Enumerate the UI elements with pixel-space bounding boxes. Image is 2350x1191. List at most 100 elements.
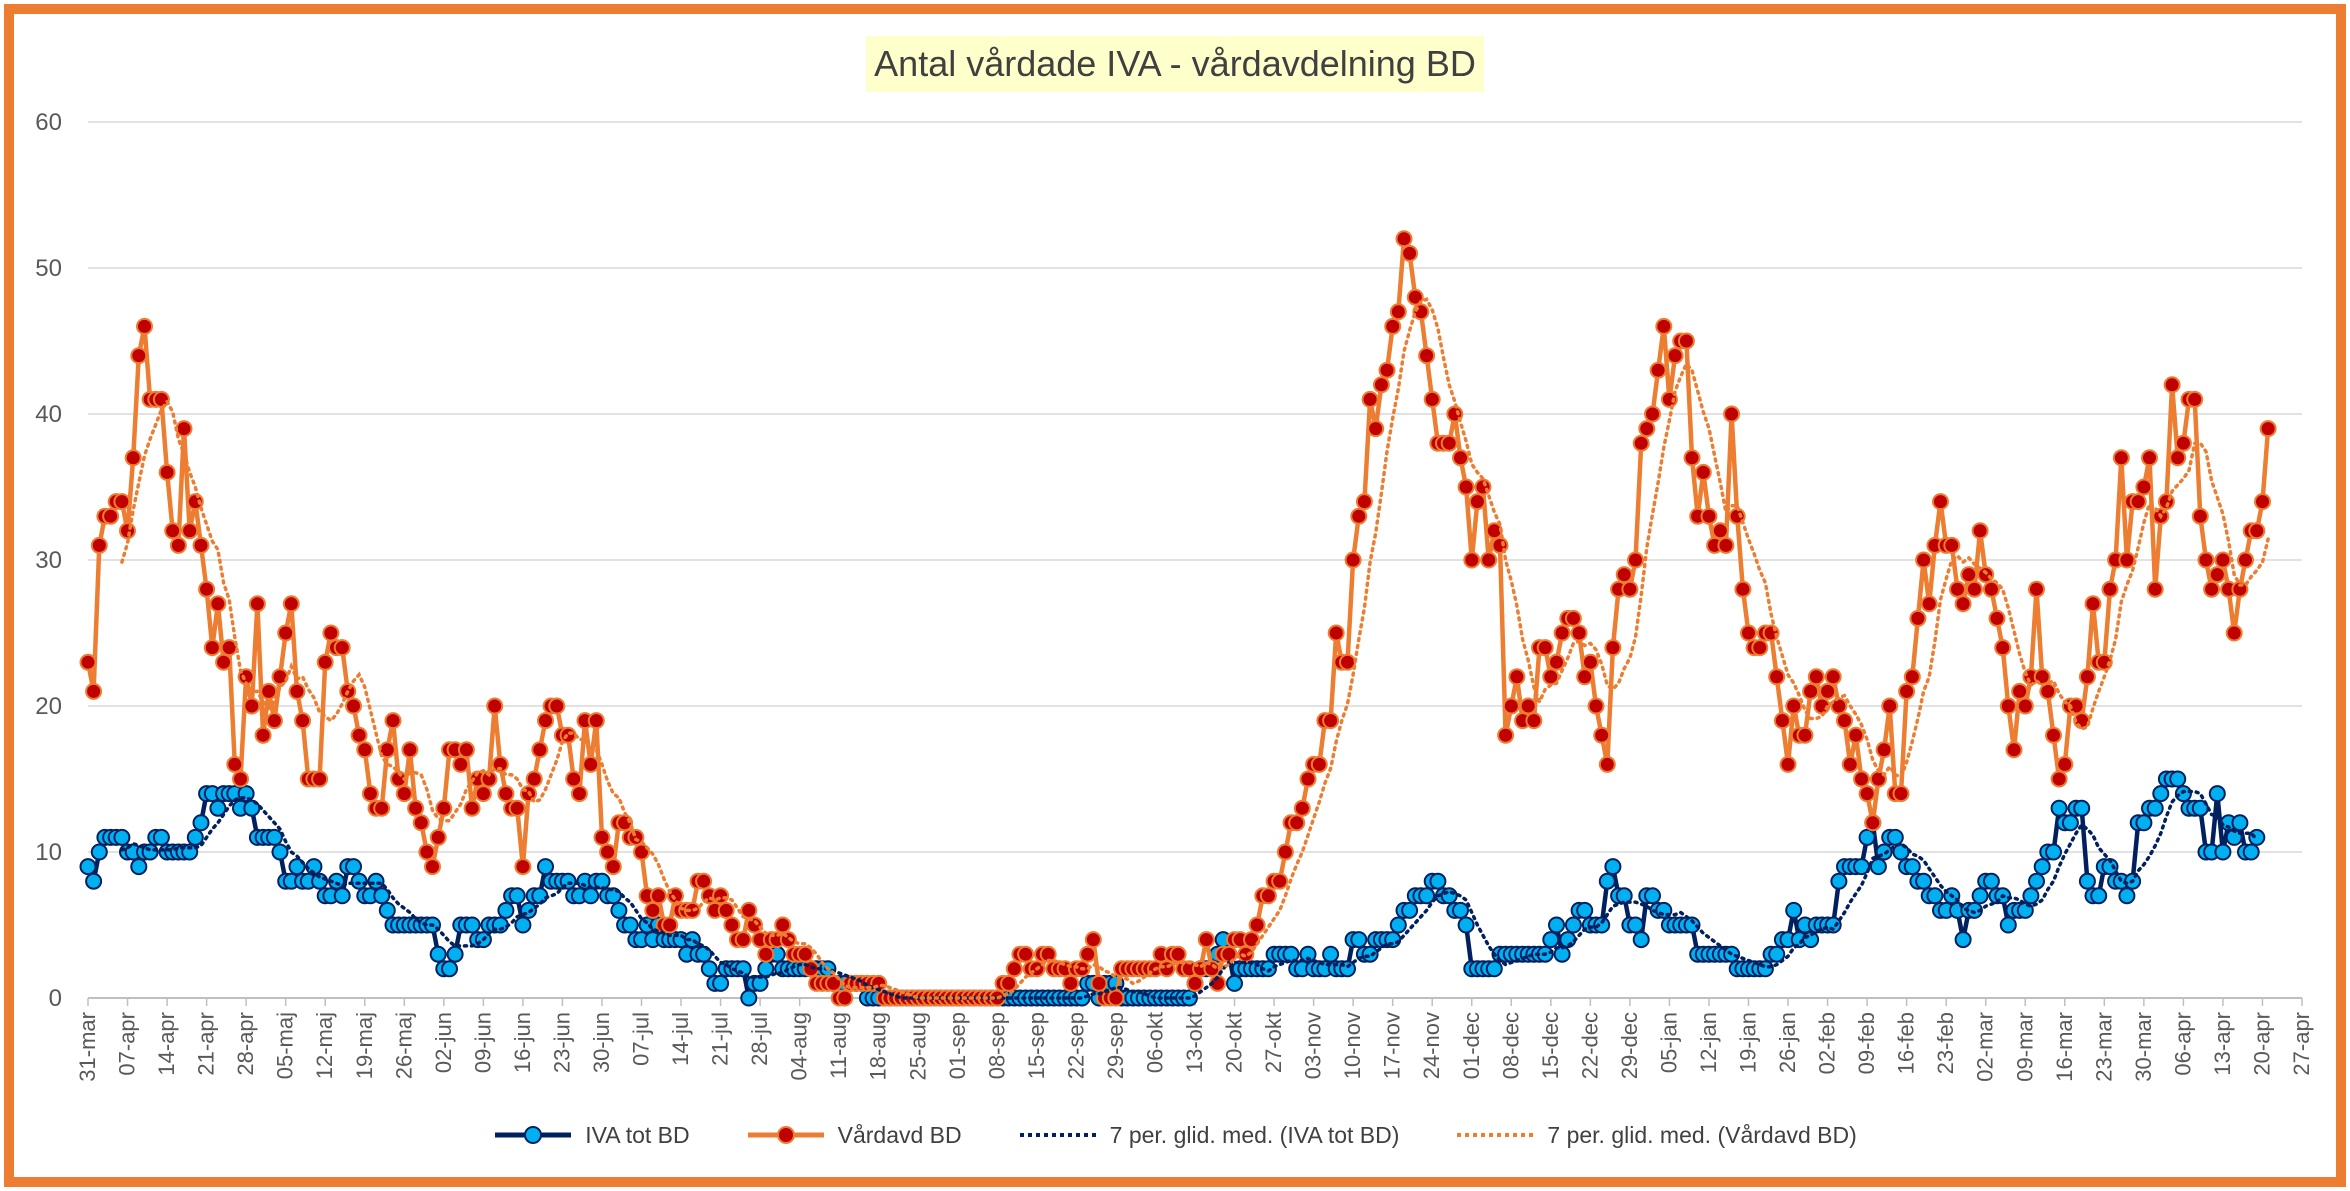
data-point xyxy=(565,770,583,788)
data-point xyxy=(610,901,628,919)
data-point xyxy=(1576,901,1594,919)
y-tick-label: 0 xyxy=(49,985,62,1012)
data-point xyxy=(723,916,741,934)
data-point xyxy=(1367,420,1385,438)
data-point xyxy=(1389,916,1407,934)
legend-item-iva-ma: 7 per. glid. med. (IVA tot BD) xyxy=(1018,1121,1400,1149)
data-point xyxy=(740,989,758,1007)
data-point xyxy=(1457,478,1475,496)
x-tick-label: 23-feb xyxy=(1933,1012,1958,1074)
data-point xyxy=(2197,551,2215,569)
data-point xyxy=(265,828,283,846)
data-point xyxy=(1632,434,1650,452)
data-point xyxy=(1898,682,1916,700)
data-point xyxy=(695,872,713,890)
x-tick-label: 15-dec xyxy=(1538,1012,1563,1079)
x-tick-label: 14-apr xyxy=(154,1012,179,1076)
data-point xyxy=(1655,317,1673,335)
data-point xyxy=(2214,551,2232,569)
moving-average-line xyxy=(120,297,2270,1000)
data-point xyxy=(316,653,334,671)
x-tick-label: 09-mar xyxy=(2012,1012,2037,1082)
data-point xyxy=(2163,376,2181,394)
data-point xyxy=(836,989,854,1007)
data-point xyxy=(1638,420,1656,438)
data-point xyxy=(2191,507,2209,525)
data-point xyxy=(2186,390,2204,408)
data-point xyxy=(1169,945,1187,963)
data-point xyxy=(2050,799,2068,817)
data-point xyxy=(1299,770,1317,788)
data-point xyxy=(1401,244,1419,262)
data-point xyxy=(1807,668,1825,686)
data-point xyxy=(1457,916,1475,934)
data-point xyxy=(604,858,622,876)
data-point xyxy=(593,828,611,846)
data-point xyxy=(1344,551,1362,569)
x-tick-label: 10-nov xyxy=(1340,1012,1365,1079)
data-point xyxy=(1982,872,2000,890)
data-point xyxy=(435,799,453,817)
data-point xyxy=(136,317,153,335)
data-point xyxy=(644,901,662,919)
data-point xyxy=(1598,755,1616,773)
data-point xyxy=(537,858,554,876)
data-point xyxy=(373,887,391,905)
data-point xyxy=(1548,653,1565,671)
data-point xyxy=(531,887,549,905)
data-point xyxy=(90,536,108,554)
data-point xyxy=(1508,668,1526,686)
data-point xyxy=(486,697,504,715)
data-point xyxy=(2011,682,2029,700)
data-point xyxy=(582,887,600,905)
data-point xyxy=(271,668,289,686)
data-point xyxy=(1909,609,1927,627)
data-point xyxy=(1875,741,1893,759)
data-point xyxy=(209,799,227,817)
legend-label-iva-ma: 7 per. glid. med. (IVA tot BD) xyxy=(1109,1121,1400,1148)
data-point xyxy=(85,682,103,700)
data-point xyxy=(1412,303,1430,321)
data-point xyxy=(2169,449,2187,467)
data-point xyxy=(333,639,351,657)
x-tick-label: 13-apr xyxy=(2210,1012,2235,1076)
data-point xyxy=(2146,580,2164,598)
data-point xyxy=(1401,901,1419,919)
x-tick-label: 26-maj xyxy=(391,1012,416,1079)
legend-item-vardavd-ma: 7 per. glid. med. (Vårdavd BD) xyxy=(1455,1122,1857,1149)
data-point xyxy=(1406,288,1424,306)
data-point xyxy=(1999,697,2017,715)
data-point xyxy=(463,799,481,817)
data-point xyxy=(2169,770,2187,788)
data-point xyxy=(537,712,554,730)
legend-label-vardavd: Vårdavd BD xyxy=(837,1121,962,1148)
data-point xyxy=(220,639,238,657)
data-point xyxy=(294,712,312,730)
data-point xyxy=(2073,799,2091,817)
data-point xyxy=(774,916,792,934)
data-point xyxy=(158,463,176,481)
data-point xyxy=(1920,595,1938,613)
data-point xyxy=(1858,828,1876,846)
data-point xyxy=(1717,536,1735,554)
data-point xyxy=(1322,712,1340,730)
data-point xyxy=(198,580,216,598)
data-point xyxy=(1915,551,1933,569)
data-point xyxy=(141,843,159,861)
x-tick-label: 05-jan xyxy=(1656,1012,1681,1073)
data-point xyxy=(1627,916,1644,934)
data-point xyxy=(152,390,170,408)
data-point xyxy=(1468,493,1486,511)
x-tick-label: 07-apr xyxy=(115,1012,140,1076)
data-point xyxy=(474,785,492,803)
data-point xyxy=(2078,668,2096,686)
data-point xyxy=(514,916,532,934)
data-point xyxy=(2152,785,2170,803)
data-point xyxy=(1243,931,1260,949)
data-point xyxy=(1502,697,1520,715)
x-tick-label: 14-jul xyxy=(668,1012,693,1066)
moving-average-line xyxy=(120,789,2259,1000)
data-point xyxy=(1350,931,1368,949)
data-point xyxy=(367,872,385,890)
chart-title-box: Antal vårdade IVA - vårdavdelning BD xyxy=(866,36,1484,92)
